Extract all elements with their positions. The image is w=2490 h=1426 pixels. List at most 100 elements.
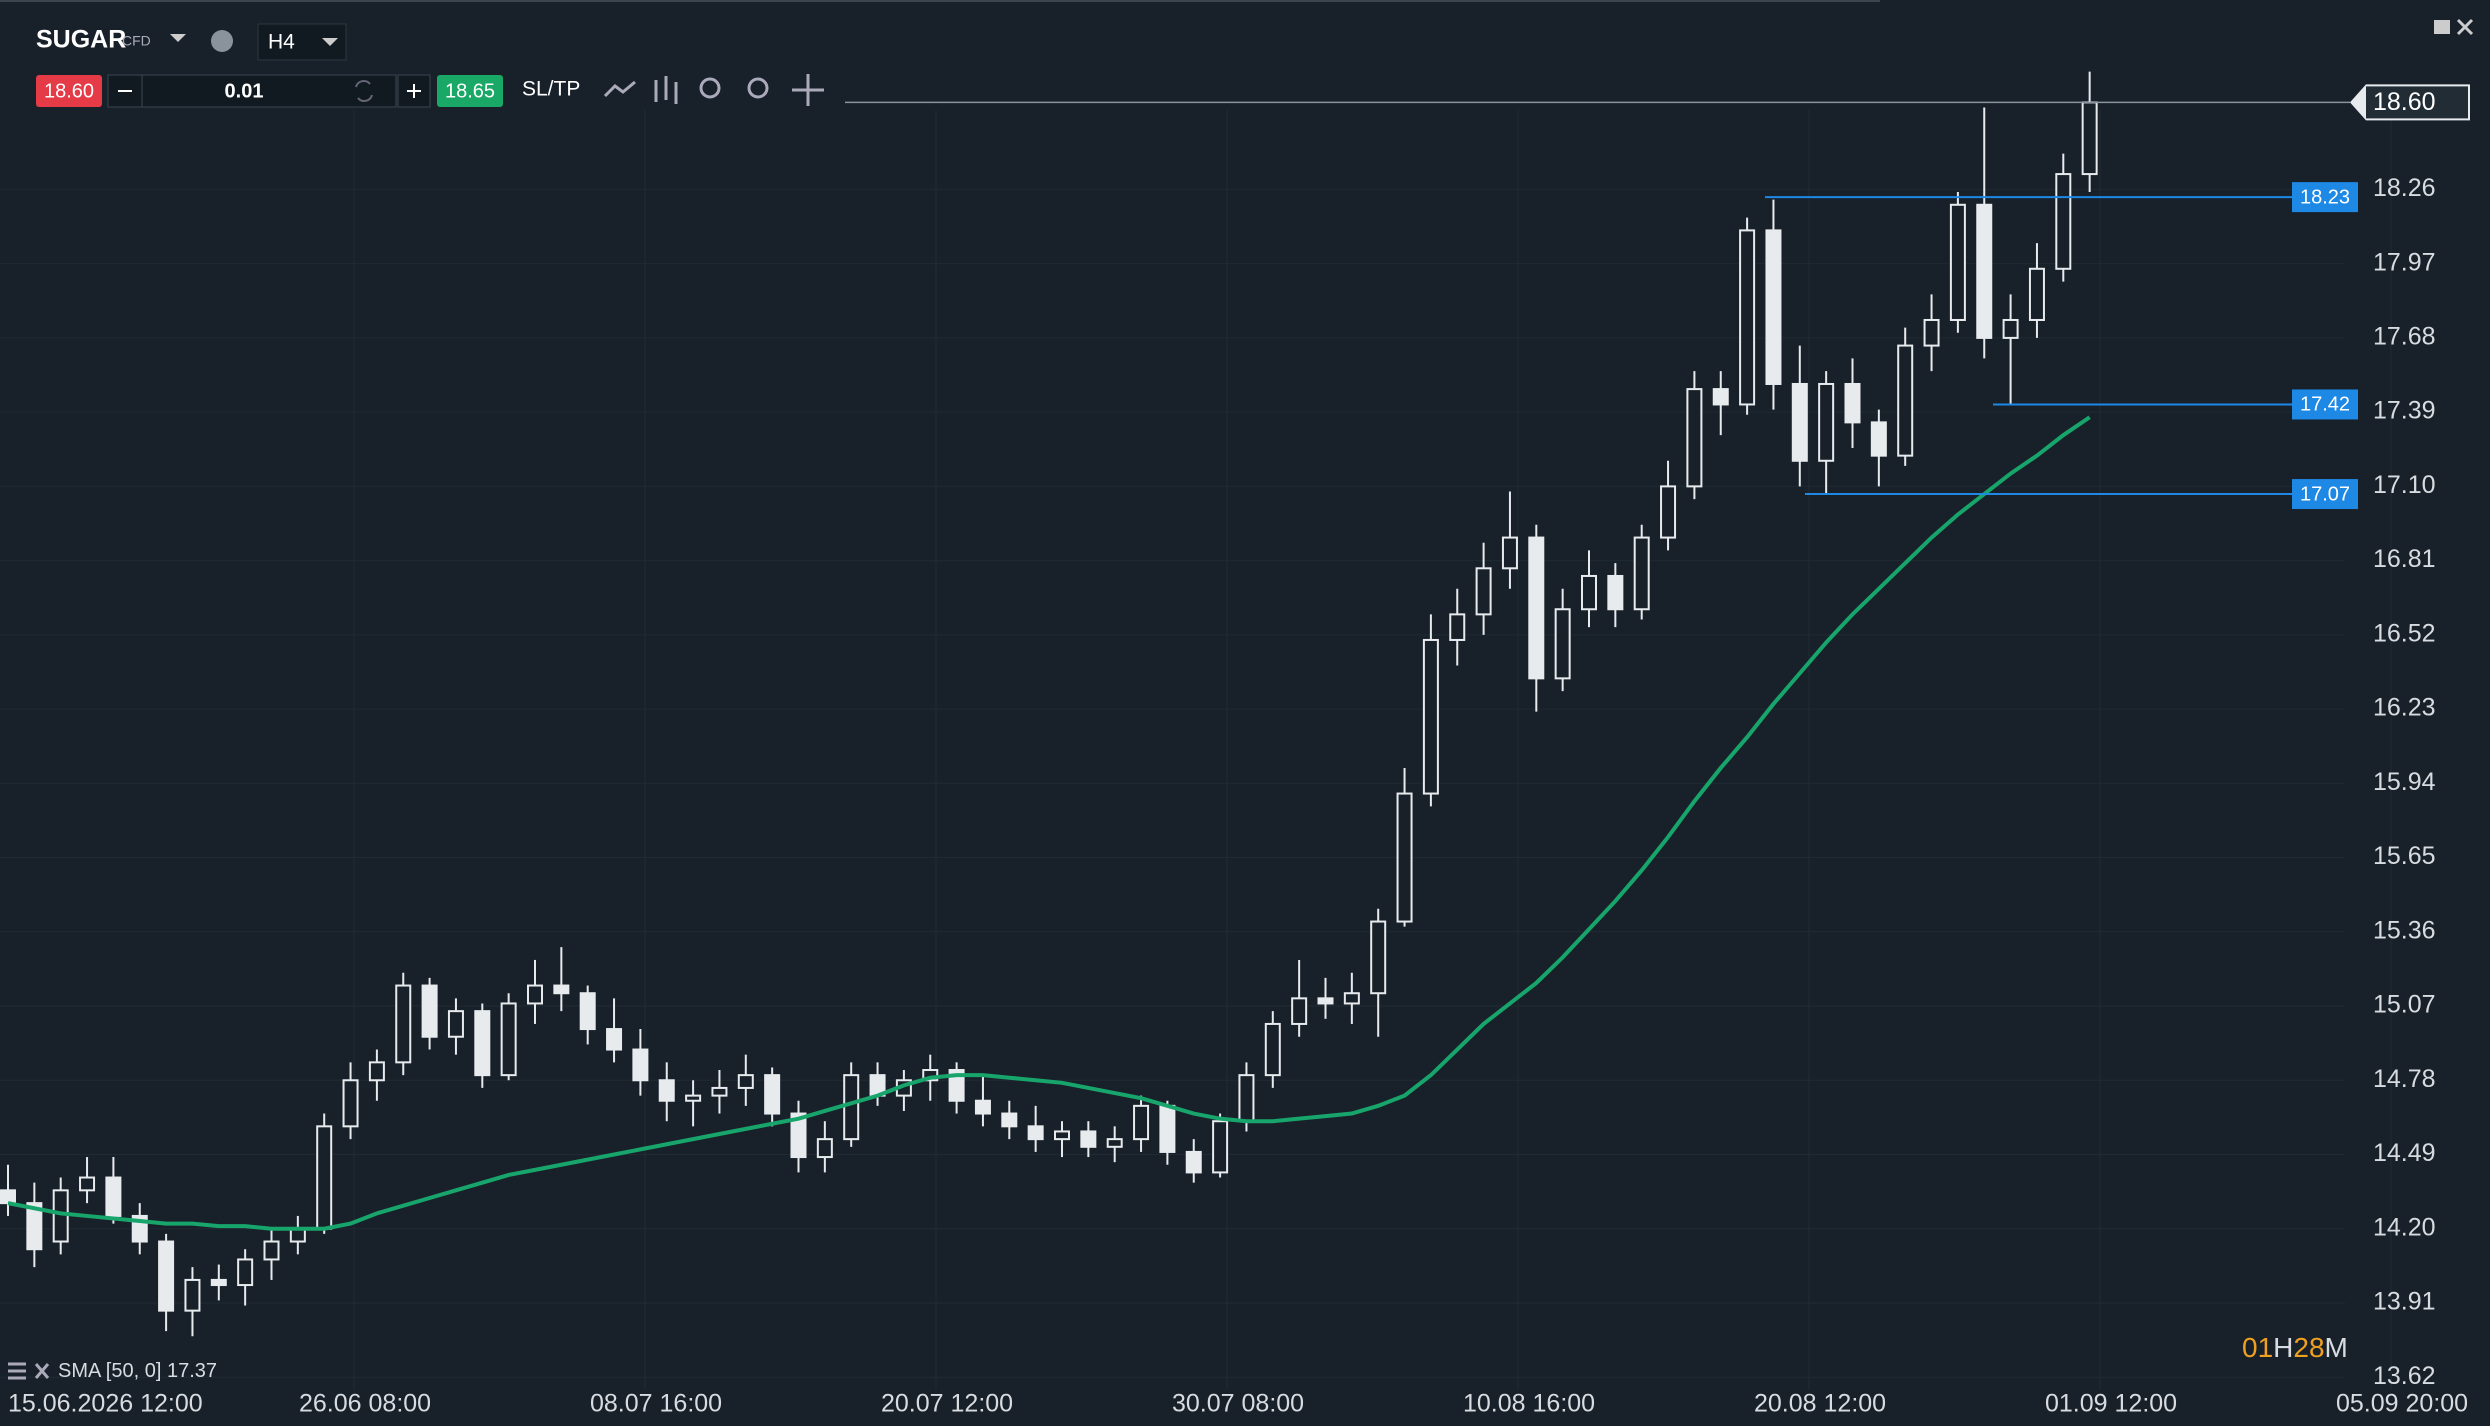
- y-tick-label: 14.78: [2373, 1065, 2436, 1093]
- candle-body: [737, 1074, 754, 1089]
- timeframe-dropdown[interactable]: [322, 38, 338, 46]
- grid: [0, 110, 2392, 1390]
- swap-icon: [355, 80, 373, 102]
- candle-body: [1660, 485, 1677, 539]
- line-tool[interactable]: [603, 80, 636, 98]
- candle-body: [1001, 1112, 1018, 1128]
- sell-button[interactable]: [36, 75, 102, 107]
- zoom-out[interactable]: [699, 77, 721, 99]
- candle-body: [1686, 388, 1703, 488]
- sell-price: 18.60: [44, 80, 94, 102]
- candle-body: [1633, 536, 1650, 611]
- candle-body: [105, 1176, 122, 1217]
- candle-body: [1923, 318, 1940, 347]
- candle-body: [237, 1258, 254, 1287]
- candle-body: [1607, 574, 1624, 611]
- candle-body: [1554, 608, 1571, 680]
- candle-body: [421, 984, 438, 1038]
- candle-body: [1844, 382, 1861, 424]
- info-icon[interactable]: [211, 30, 233, 52]
- candle-body: [1106, 1138, 1123, 1148]
- candle-body: [1054, 1130, 1070, 1141]
- legend-remove[interactable]: [34, 1363, 50, 1379]
- level-label: 17.07: [2300, 483, 2350, 505]
- plus-icon: [407, 84, 421, 98]
- candle-body: [1528, 536, 1545, 680]
- candle-body: [606, 1028, 623, 1051]
- y-tick-label: 15.07: [2373, 991, 2436, 1019]
- candle-body: [1422, 638, 1439, 795]
- lot-input[interactable]: [141, 74, 397, 108]
- candle-body: [26, 1202, 43, 1251]
- sltp-button[interactable]: SL/TP: [522, 78, 580, 101]
- plot: [0, 71, 2350, 1337]
- candle-body: [500, 1002, 517, 1077]
- candle-body: [1185, 1150, 1202, 1174]
- sma-name: SMA [50, 0]: [58, 1360, 161, 1382]
- candle-body: [2081, 101, 2098, 176]
- candle-body: [52, 1189, 69, 1243]
- candle-body: [1949, 203, 1966, 321]
- x-tick-label: 05.09 20:00: [2336, 1390, 2468, 1418]
- candle-body: [2055, 173, 2072, 270]
- x-tick-label: 20.08 12:00: [1754, 1390, 1886, 1418]
- y-tick-label: 18.26: [2373, 174, 2436, 202]
- candle-body: [474, 1010, 491, 1077]
- candle-body: [1581, 574, 1597, 611]
- candle-tool[interactable]: [654, 76, 678, 104]
- candle-body: [974, 1099, 991, 1115]
- candle-body: [1976, 203, 1993, 339]
- candle-body: [527, 984, 543, 1005]
- candle-body: [1027, 1125, 1044, 1141]
- x-tick-label: 26.06 08:00: [299, 1390, 431, 1418]
- timer-m: M: [2325, 1332, 2348, 1363]
- candle-body: [158, 1240, 175, 1312]
- symbol[interactable]: SUGAR: [36, 26, 126, 54]
- candle-body: [711, 1086, 728, 1097]
- x-tick-label: 01.09 12:00: [2045, 1390, 2177, 1418]
- candle-body: [0, 1189, 16, 1205]
- candle-body: [1317, 997, 1334, 1005]
- candle-body: [263, 1240, 280, 1261]
- minimize-button[interactable]: [2434, 20, 2450, 34]
- candle-body: [1712, 388, 1729, 406]
- x-tick-label: 20.07 12:00: [881, 1390, 1013, 1418]
- level-label: 17.42: [2300, 394, 2350, 416]
- candle-body: [1449, 613, 1466, 641]
- candle-body: [1870, 421, 1887, 457]
- indicator-legend: SMA [50, 0] 17.37: [8, 1360, 217, 1382]
- level-label-box: [2292, 479, 2358, 510]
- y-tick-label: 15.36: [2373, 916, 2436, 944]
- level-label: 18.23: [2300, 186, 2350, 208]
- timer-hours: 01: [2242, 1332, 2273, 1363]
- candle-body: [210, 1278, 227, 1287]
- timer-h: H: [2273, 1332, 2293, 1363]
- y-tick-label: 16.52: [2373, 619, 2436, 647]
- symbol-type: CFD: [122, 33, 151, 49]
- buy-button[interactable]: [437, 75, 503, 107]
- candle-body: [316, 1125, 333, 1230]
- candle-body: [632, 1048, 649, 1082]
- sma-line: [7, 415, 2091, 1231]
- legend-menu[interactable]: [8, 1362, 26, 1380]
- candle-body: [790, 1112, 807, 1159]
- candle-timer: 01H28M: [2242, 1332, 2348, 1363]
- y-tick-label: 13.91: [2373, 1288, 2436, 1316]
- candle-body: [1264, 1022, 1281, 1077]
- level-label-box: [2292, 389, 2358, 420]
- toolbar: SUGAR CFD H4 18.60 0.01 18.65 SL/TP: [36, 18, 2474, 108]
- candle-body: [1818, 382, 1835, 462]
- lot-value: 0.01: [225, 80, 264, 102]
- current-price-inner: [2366, 86, 2468, 119]
- candle-body: [1133, 1104, 1150, 1141]
- zoom-in[interactable]: [747, 77, 769, 99]
- y-tick-label: 14.20: [2373, 1213, 2436, 1241]
- symbol-dropdown[interactable]: [170, 34, 186, 42]
- close-button[interactable]: [2456, 18, 2474, 36]
- candle-body: [395, 984, 412, 1064]
- candle-body: [1501, 536, 1518, 570]
- pan-tool[interactable]: [792, 74, 824, 106]
- candle-body: [1159, 1104, 1176, 1153]
- candle-body: [685, 1094, 702, 1102]
